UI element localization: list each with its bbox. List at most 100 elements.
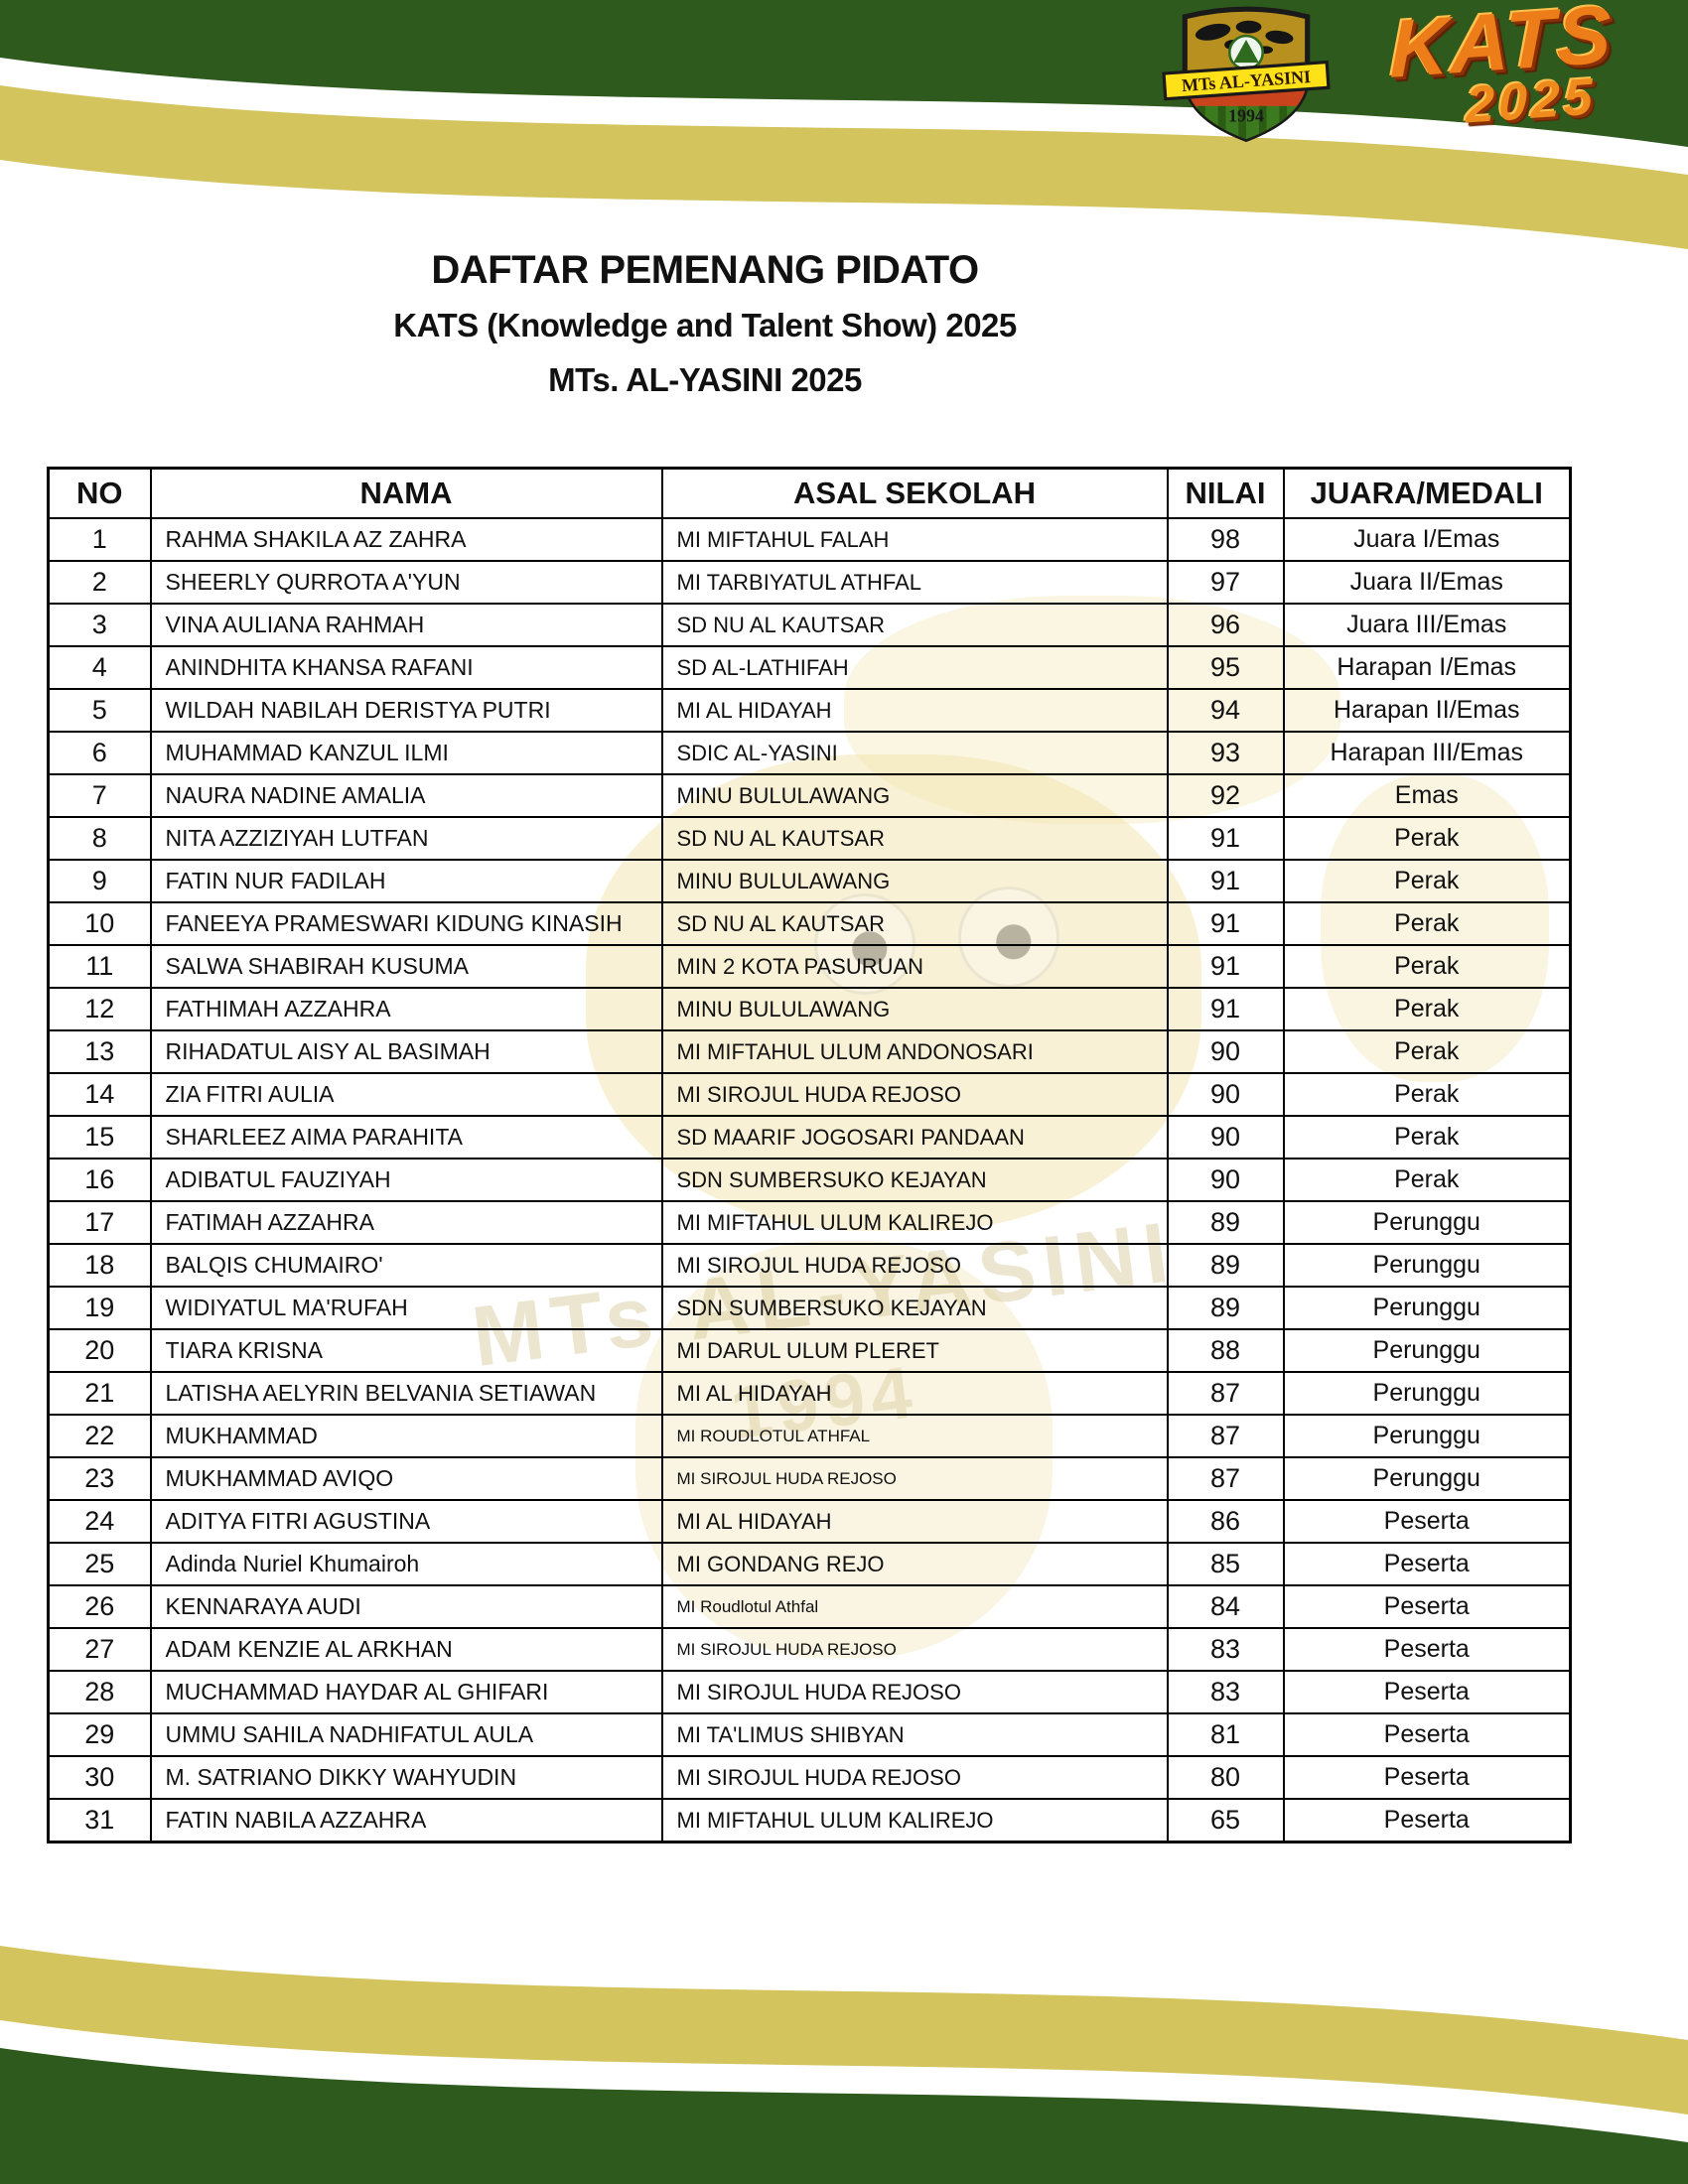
row-school: MI SIROJUL HUDA REJOSO (660, 1072, 1169, 1117)
row-school: MI AL HIDAYAH (660, 1499, 1169, 1544)
row-name: FATIMAH AZZAHRA (149, 1200, 663, 1245)
row-medal: Perak (1282, 1115, 1572, 1160)
row-medal: Juara I/Emas (1282, 517, 1572, 562)
results-table: NO NAMA ASAL SEKOLAH NILAI JUARA/MEDALI … (47, 467, 1572, 1843)
row-score: 91 (1166, 901, 1285, 946)
row-number: 28 (47, 1670, 152, 1714)
row-number: 18 (47, 1243, 152, 1288)
column-header-nilai: NILAI (1166, 467, 1285, 519)
row-name: MUCHAMMAD HAYDAR AL GHIFARI (149, 1670, 663, 1714)
row-number: 3 (47, 603, 152, 647)
row-school: SD NU AL KAUTSAR (660, 901, 1169, 946)
row-medal: Perunggu (1282, 1286, 1572, 1330)
row-school: MI AL HIDAYAH (660, 688, 1169, 733)
row-score: 80 (1166, 1755, 1285, 1800)
row-score: 90 (1166, 1072, 1285, 1117)
column-header-no: NO (47, 467, 152, 519)
table-row: 9 FATIN NUR FADILAH MINU BULULAWANG 91 Perak (47, 859, 1572, 903)
row-number: 16 (47, 1158, 152, 1202)
row-number: 21 (47, 1371, 152, 1416)
row-medal: Harapan II/Emas (1282, 688, 1572, 733)
row-medal: Peserta (1282, 1755, 1572, 1800)
row-school: MI SIROJUL HUDA REJOSO (660, 1243, 1169, 1288)
row-school: SD AL-LATHIFAH (660, 645, 1169, 690)
footer-wave-banner (0, 1926, 1688, 2184)
row-score: 87 (1166, 1371, 1285, 1416)
row-medal: Perak (1282, 1029, 1572, 1074)
row-score: 91 (1166, 944, 1285, 989)
row-name: SHARLEEZ AIMA PARAHITA (149, 1115, 663, 1160)
row-medal: Peserta (1282, 1712, 1572, 1757)
row-school: MI ROUDLOTUL ATHFAL (660, 1414, 1169, 1458)
row-school: MI SIROJUL HUDA REJOSO (660, 1456, 1169, 1501)
row-number: 10 (47, 901, 152, 946)
row-number: 14 (47, 1072, 152, 1117)
table-row: 12 FATHIMAH AZZAHRA MINU BULULAWANG 91 Perak (47, 987, 1572, 1031)
row-medal: Perunggu (1282, 1328, 1572, 1373)
row-medal: Perak (1282, 901, 1572, 946)
table-row: 13 RIHADATUL AISY AL BASIMAH MI MIFTAHUL U… (47, 1029, 1572, 1074)
row-school: MI MIFTAHUL ULUM KALIREJO (660, 1798, 1169, 1843)
row-name: VINA AULIANA RAHMAH (149, 603, 663, 647)
row-medal: Harapan I/Emas (1282, 645, 1572, 690)
row-number: 4 (47, 645, 152, 690)
table-row: 8 NITA AZZIZIYAH LUTFAN SD NU AL KAUTSAR 91… (47, 816, 1572, 861)
row-school: MINU BULULAWANG (660, 859, 1169, 903)
table-row: 3 VINA AULIANA RAHMAH SD NU AL KAUTSAR 96 Ju… (47, 603, 1572, 647)
page-subtitle-event: KATS (Knowledge and Talent Show) 2025 (393, 307, 1017, 343)
row-score: 81 (1166, 1712, 1285, 1757)
row-name: WIDIYATUL MA'RUFAH (149, 1286, 663, 1330)
results-table-body: 1 RAHMA SHAKILA AZ ZAHRA MI MIFTAHUL FALAH… (47, 517, 1572, 1843)
table-row: 31 FATIN NABILA AZZAHRA MI MIFTAHUL ULUM K… (47, 1798, 1572, 1843)
table-row: 26 KENNARAYA AUDI MI Roudlotul Athfal 84 Pes… (47, 1584, 1572, 1629)
table-row: 24 ADITYA FITRI AGUSTINA MI AL HIDAYAH 86 Pe… (47, 1499, 1572, 1544)
row-score: 87 (1166, 1456, 1285, 1501)
row-number: 8 (47, 816, 152, 861)
row-score: 86 (1166, 1499, 1285, 1544)
row-name: UMMU SAHILA NADHIFATUL AULA (149, 1712, 663, 1757)
row-medal: Perak (1282, 1072, 1572, 1117)
row-name: LATISHA AELYRIN BELVANIA SETIAWAN (149, 1371, 663, 1416)
table-row: 6 MUHAMMAD KANZUL ILMI SDIC AL-YASINI 93 Har… (47, 731, 1572, 775)
row-score: 89 (1166, 1200, 1285, 1245)
row-score: 91 (1166, 859, 1285, 903)
row-number: 15 (47, 1115, 152, 1160)
row-name: ADIBATUL FAUZIYAH (149, 1158, 663, 1202)
row-medal: Peserta (1282, 1499, 1572, 1544)
table-row: 20 TIARA KRISNA MI DARUL ULUM PLERET 88 Peru… (47, 1328, 1572, 1373)
row-school: MIN 2 KOTA PASURUAN (660, 944, 1169, 989)
row-score: 90 (1166, 1158, 1285, 1202)
row-school: MI MIFTAHUL FALAH (660, 517, 1169, 562)
row-number: 11 (47, 944, 152, 989)
crest-graphic: MTs AL-YASINI 1994 (1162, 6, 1331, 143)
svg-text:1994: 1994 (1228, 105, 1264, 125)
row-score: 96 (1166, 603, 1285, 647)
row-name: WILDAH NABILAH DERISTYA PUTRI (149, 688, 663, 733)
table-row: 23 MUKHAMMAD AVIQO MI SIROJUL HUDA REJOSO 8… (47, 1456, 1572, 1501)
document-title-block: DAFTAR PEMENANG PIDATO KATS (Knowledge a… (40, 248, 1370, 399)
row-score: 65 (1166, 1798, 1285, 1843)
row-score: 92 (1166, 773, 1285, 818)
row-name: MUKHAMMAD AVIQO (149, 1456, 663, 1501)
row-name: SALWA SHABIRAH KUSUMA (149, 944, 663, 989)
row-medal: Perunggu (1282, 1371, 1572, 1416)
table-row: 7 NAURA NADINE AMALIA MINU BULULAWANG 92 Ema… (47, 773, 1572, 818)
row-number: 13 (47, 1029, 152, 1074)
row-school: MI SIROJUL HUDA REJOSO (660, 1755, 1169, 1800)
row-school: MI DARUL ULUM PLERET (660, 1328, 1169, 1373)
row-number: 19 (47, 1286, 152, 1330)
table-row: 17 FATIMAH AZZAHRA MI MIFTAHUL ULUM KALIRE… (47, 1200, 1572, 1245)
row-medal: Perunggu (1282, 1456, 1572, 1501)
row-number: 23 (47, 1456, 152, 1501)
row-score: 98 (1166, 517, 1285, 562)
row-name: NAURA NADINE AMALIA (149, 773, 663, 818)
row-school: MI Roudlotul Athfal (660, 1584, 1169, 1629)
row-number: 29 (47, 1712, 152, 1757)
table-row: 16 ADIBATUL FAUZIYAH SDN SUMBERSUKO KEJAYA… (47, 1158, 1572, 1202)
row-medal: Harapan III/Emas (1282, 731, 1572, 775)
table-row: 30 M. SATRIANO DIKKY WAHYUDIN MI SIROJUL H… (47, 1755, 1572, 1800)
row-score: 85 (1166, 1542, 1285, 1586)
table-row: 18 BALQIS CHUMAIRO' MI SIROJUL HUDA REJOSO… (47, 1243, 1572, 1288)
table-row: 4 ANINDHITA KHANSA RAFANI SD AL-LATHIFAH 95… (47, 645, 1572, 690)
row-number: 2 (47, 560, 152, 605)
